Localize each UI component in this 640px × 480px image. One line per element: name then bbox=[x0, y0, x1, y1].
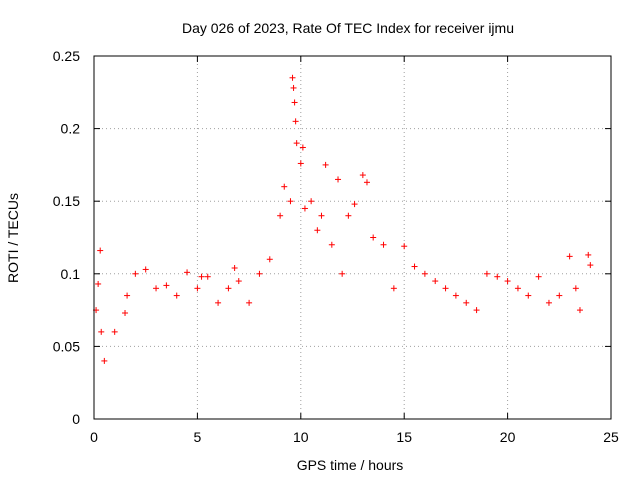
data-point bbox=[301, 205, 308, 212]
data-point bbox=[293, 140, 300, 147]
x-tick-label: 25 bbox=[603, 429, 619, 445]
grid-layer bbox=[94, 56, 611, 419]
data-point bbox=[308, 198, 315, 205]
data-point bbox=[525, 292, 532, 299]
y-tick-label: 0.1 bbox=[61, 266, 81, 282]
y-tick-label: 0 bbox=[72, 411, 80, 427]
data-point bbox=[277, 212, 284, 219]
plot-frame bbox=[93, 55, 612, 420]
data-point bbox=[587, 262, 594, 269]
data-point bbox=[287, 198, 294, 205]
data-point bbox=[572, 285, 579, 292]
data-point bbox=[163, 282, 170, 289]
data-point bbox=[98, 328, 105, 335]
y-tick-label: 0.15 bbox=[53, 193, 80, 209]
data-point bbox=[132, 270, 139, 277]
data-point bbox=[351, 201, 358, 208]
data-point bbox=[289, 74, 296, 81]
chart-title: Day 026 of 2023, Rate Of TEC Index for r… bbox=[182, 20, 514, 36]
data-point bbox=[585, 251, 592, 258]
data-point bbox=[235, 278, 242, 285]
x-tick-label: 10 bbox=[293, 429, 309, 445]
x-tick-label: 5 bbox=[194, 429, 202, 445]
y-axis-label: ROTI / TECUs bbox=[5, 193, 21, 283]
data-point bbox=[421, 270, 428, 277]
data-point bbox=[318, 212, 325, 219]
data-point bbox=[256, 270, 263, 277]
data-point bbox=[297, 160, 304, 167]
data-point bbox=[194, 285, 201, 292]
data-point bbox=[504, 278, 511, 285]
y-tick-label: 0.2 bbox=[61, 121, 81, 137]
x-tick-label: 20 bbox=[500, 429, 516, 445]
y-tick-label: 0.25 bbox=[53, 48, 80, 64]
data-point bbox=[463, 299, 470, 306]
data-point bbox=[281, 183, 288, 190]
data-point bbox=[363, 179, 370, 186]
data-point bbox=[231, 264, 238, 271]
x-tick-label: 0 bbox=[90, 429, 98, 445]
data-point bbox=[411, 263, 418, 270]
data-point bbox=[390, 285, 397, 292]
data-point bbox=[153, 285, 160, 292]
data-point bbox=[545, 299, 552, 306]
data-point bbox=[494, 273, 501, 280]
data-point bbox=[225, 285, 232, 292]
data-point bbox=[124, 292, 131, 299]
data-point bbox=[339, 270, 346, 277]
data-point bbox=[380, 241, 387, 248]
data-point bbox=[204, 273, 211, 280]
data-point bbox=[291, 99, 298, 106]
data-point bbox=[142, 266, 149, 273]
data-points bbox=[93, 74, 594, 364]
data-point bbox=[246, 299, 253, 306]
data-point bbox=[322, 161, 329, 168]
data-point bbox=[314, 227, 321, 234]
x-tick-labels: 0 5 10 15 20 25 bbox=[90, 429, 619, 445]
x-axis-label: GPS time / hours bbox=[297, 457, 404, 473]
data-point bbox=[452, 292, 459, 299]
data-point bbox=[370, 234, 377, 241]
data-point bbox=[101, 357, 108, 364]
data-point bbox=[566, 253, 573, 260]
data-point bbox=[299, 144, 306, 151]
data-point bbox=[514, 285, 521, 292]
y-tick-labels: 0 0.05 0.1 0.15 0.2 0.25 bbox=[53, 48, 80, 427]
data-point bbox=[442, 285, 449, 292]
y-tick-label: 0.05 bbox=[53, 338, 80, 354]
data-point bbox=[335, 176, 342, 183]
data-point bbox=[266, 256, 273, 263]
data-point bbox=[401, 243, 408, 250]
x-tick-label: 15 bbox=[396, 429, 412, 445]
data-point bbox=[290, 84, 297, 91]
data-point bbox=[292, 118, 299, 125]
data-point bbox=[122, 310, 129, 317]
data-point bbox=[576, 307, 583, 314]
data-point bbox=[359, 172, 366, 179]
data-point bbox=[215, 299, 222, 306]
data-point bbox=[97, 247, 104, 254]
data-point bbox=[345, 212, 352, 219]
data-point bbox=[535, 273, 542, 280]
axis-ticks bbox=[93, 55, 612, 420]
data-point bbox=[95, 280, 102, 287]
data-point bbox=[483, 270, 490, 277]
data-point bbox=[198, 273, 205, 280]
data-point bbox=[184, 269, 191, 276]
data-point bbox=[111, 328, 118, 335]
data-point bbox=[432, 278, 439, 285]
data-point bbox=[328, 241, 335, 248]
data-point bbox=[473, 307, 480, 314]
data-point bbox=[173, 292, 180, 299]
data-point bbox=[556, 292, 563, 299]
